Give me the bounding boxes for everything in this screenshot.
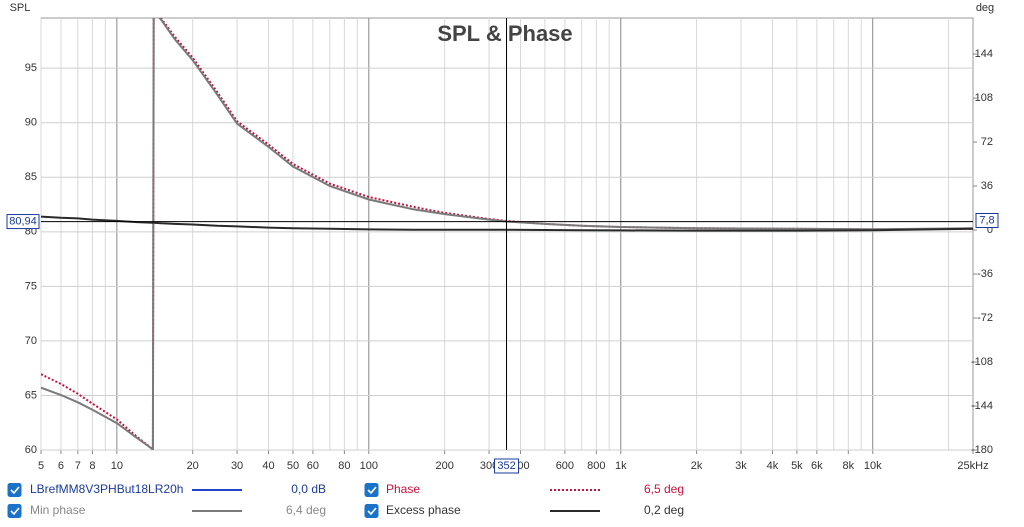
x-tick-label: 300 — [480, 460, 498, 472]
y-tick-label: 90 — [25, 117, 37, 129]
x-tick-label: 20 — [187, 460, 199, 472]
cursor-y-label: 80,94 — [9, 215, 37, 227]
y-tick-label: 70 — [25, 335, 37, 347]
legend-checkbox[interactable] — [364, 504, 379, 518]
y2-tick-label: -36 — [977, 268, 993, 280]
x-tick-label: 30 — [231, 460, 243, 472]
x-tick-label: 60 — [307, 460, 319, 472]
x-tick-label: 6k — [811, 460, 823, 472]
y2-tick-label: -72 — [977, 312, 993, 324]
y-axis-label: SPL — [10, 2, 31, 14]
series-line — [41, 18, 973, 450]
legend-checkbox[interactable] — [7, 504, 22, 518]
legend-readout: 0,0 dB — [291, 482, 326, 496]
y2-tick-label: 108 — [975, 92, 993, 104]
cursor-y-label-box — [6, 214, 40, 230]
x-tick-label: 4k — [767, 460, 779, 472]
y-tick-label: 95 — [25, 62, 37, 74]
legend-name[interactable]: Min phase — [30, 503, 86, 517]
legend-readout: 6,5 deg — [644, 482, 684, 496]
x-tick-label: 10 — [111, 460, 123, 472]
x-tick-label: 5 — [38, 460, 44, 472]
chart-title: SPL & Phase — [437, 21, 572, 46]
legend-readout: 6,4 deg — [286, 503, 326, 517]
x-tick-label: 80 — [338, 460, 350, 472]
legend-checkbox[interactable] — [7, 483, 22, 497]
x-tick-label: 200 — [435, 460, 453, 472]
legend-checkbox[interactable] — [364, 483, 379, 497]
y2-axis-label: deg — [976, 2, 994, 14]
x-tick-label: 6 — [58, 460, 64, 472]
legend-readout: 0,2 deg — [644, 503, 684, 517]
x-tick-label: 8k — [843, 460, 855, 472]
cursor-x-label-box — [494, 458, 520, 474]
y2-tick-label: 36 — [981, 180, 993, 192]
x-tick-label: 50 — [287, 460, 299, 472]
legend-name[interactable]: Phase — [386, 482, 420, 496]
y-tick-label: 75 — [25, 280, 37, 292]
x-tick-label: 8 — [89, 460, 95, 472]
x-tick-label: 25kHz — [957, 460, 988, 472]
y-tick-label: 60 — [25, 444, 37, 456]
y2-tick-label: 144 — [975, 48, 993, 60]
cursor-y2-label: 7,8 — [979, 214, 994, 226]
x-tick-label: 100 — [360, 460, 378, 472]
legend-check — [367, 507, 377, 516]
y2-tick-label: -180 — [971, 444, 993, 456]
y-tick-label: 85 — [25, 171, 37, 183]
legend-name[interactable]: LBrefMM8V3PHBut18LR20h — [30, 482, 183, 496]
cursor-x-label: 352 — [497, 460, 515, 472]
legend-check — [10, 486, 20, 495]
y2-tick-label: 72 — [981, 136, 993, 148]
y2-tick-label: -108 — [971, 356, 993, 368]
x-tick-label: 10k — [864, 460, 882, 472]
legend-check — [10, 507, 20, 516]
y2-tick-label: -144 — [971, 400, 993, 412]
x-tick-label: 3k — [735, 460, 747, 472]
cursor-y2-label-box — [975, 212, 999, 228]
y2-tick-label: 0 — [987, 224, 993, 236]
x-tick-label: 1k — [615, 460, 627, 472]
y-tick-label: 65 — [25, 389, 37, 401]
x-tick-label: 40 — [262, 460, 274, 472]
legend-check — [367, 486, 377, 495]
x-tick-label: 5k — [791, 460, 803, 472]
legend-name[interactable]: Excess phase — [386, 503, 461, 517]
x-tick-label: 600 — [556, 460, 574, 472]
x-tick-label: 2k — [691, 460, 703, 472]
x-tick-label: 7 — [75, 460, 81, 472]
x-tick-label: 800 — [587, 460, 605, 472]
